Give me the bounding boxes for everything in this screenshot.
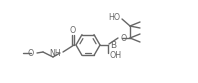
Text: O: O xyxy=(28,48,34,58)
Text: OH: OH xyxy=(109,51,121,61)
Text: O: O xyxy=(120,34,126,42)
Text: O: O xyxy=(70,25,76,35)
Text: NH: NH xyxy=(49,48,61,58)
Text: HO: HO xyxy=(108,13,120,21)
Text: B: B xyxy=(110,41,116,49)
